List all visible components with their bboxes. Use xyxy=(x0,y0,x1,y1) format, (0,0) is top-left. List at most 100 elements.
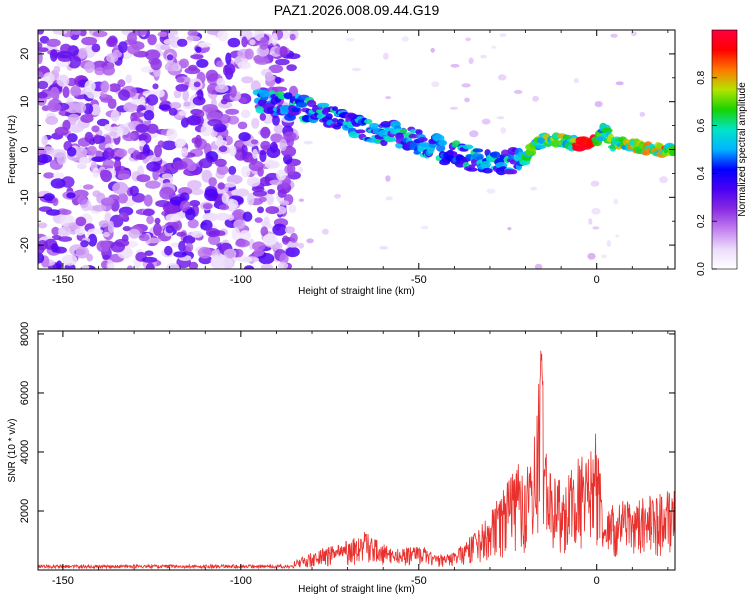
spectrogram-cell xyxy=(283,131,297,141)
spectrogram-cell xyxy=(57,226,72,237)
spectrogram-cell xyxy=(38,80,49,90)
spectrogram-cell xyxy=(613,198,619,205)
spectrogram-cell xyxy=(438,139,448,147)
spectrogram-cell xyxy=(161,140,177,151)
spectrogram-cell xyxy=(154,144,162,158)
spectrogram-cell xyxy=(270,133,283,143)
spectrogram-cell xyxy=(461,83,471,88)
spectrogram-cell xyxy=(184,67,201,75)
spectrogram-cell xyxy=(146,94,159,106)
spectrogram-cell xyxy=(38,91,48,99)
snr-x-tick-label: -150 xyxy=(52,575,74,587)
spectrogram-cell xyxy=(224,63,236,75)
spectrogram-cell xyxy=(590,180,600,187)
spectrogram-cell xyxy=(107,263,115,269)
spectrogram-cell xyxy=(507,227,512,231)
spectrogram-cell xyxy=(47,102,62,113)
spectrogram-cell xyxy=(178,138,187,146)
spectrogram-cell xyxy=(325,113,333,120)
spectrogram-cell xyxy=(142,208,155,216)
spectrogram-cell xyxy=(46,209,61,216)
spectrogram-cell xyxy=(166,54,174,61)
spectrogram-cell xyxy=(152,83,159,90)
spectrogram-y-label: Frequency (Hz) xyxy=(7,115,18,184)
spectrogram-cell xyxy=(38,71,44,80)
spectrogram-cell xyxy=(250,80,261,92)
snr-x-tick-label: -100 xyxy=(230,575,252,587)
spectrogram-cell xyxy=(233,248,244,258)
spectrogram-cell xyxy=(225,52,232,65)
spectrogram-cell xyxy=(530,186,538,191)
spectrogram-cell xyxy=(38,222,48,229)
spectrogram-cell xyxy=(46,38,61,48)
spectrogram-cell xyxy=(66,192,76,199)
spectrogram-cell xyxy=(594,101,603,108)
spectrogram-cell xyxy=(67,133,78,143)
snr-x-label: Height of straight line (km) xyxy=(298,584,415,595)
spectrogram-cell xyxy=(267,189,276,195)
spectrogram-cell xyxy=(630,31,637,37)
spectrogram-cell xyxy=(469,130,479,138)
spectrogram-cell xyxy=(641,151,651,156)
spectrogram-cell xyxy=(480,54,487,59)
spectrogram-cell xyxy=(51,226,60,236)
spectrogram-cell xyxy=(387,137,397,142)
spectrogram-cell xyxy=(466,167,478,172)
spectrogram-cell xyxy=(251,139,259,145)
spectrogram-cell xyxy=(169,102,182,110)
spectrogram-cell xyxy=(187,219,199,229)
spectrogram-cell xyxy=(242,211,253,222)
spectrogram-cell xyxy=(202,203,213,210)
spectrogram-cell xyxy=(291,107,301,113)
spectrogram-cell xyxy=(160,44,171,51)
spectrogram-x-tick-label: -150 xyxy=(52,274,74,286)
spectrogram-cell xyxy=(385,175,391,182)
spectrogram-cell xyxy=(102,65,115,76)
colorbar-tick-label: 0.8 xyxy=(696,70,707,84)
colorbar-tick-label: 0.4 xyxy=(696,166,707,180)
spectrogram-cell xyxy=(127,44,140,55)
spectrogram-cell xyxy=(286,64,297,72)
spectrogram-cell xyxy=(275,76,282,84)
spectrogram-cell xyxy=(122,226,132,232)
spectrogram-cell xyxy=(145,49,161,61)
spectrogram-cell xyxy=(276,169,287,181)
spectrogram-cell xyxy=(449,106,458,110)
spectrogram-cell xyxy=(114,158,122,172)
spectrogram-cell xyxy=(204,188,219,202)
spectrogram-cell xyxy=(277,189,287,198)
spectrogram-cell xyxy=(418,137,428,142)
spectrogram-cell xyxy=(43,72,55,84)
spectrogram-cell xyxy=(258,196,267,203)
colorbar: 0.0 0.2 0.4 0.6 0.8 Normalized spectral ampl… xyxy=(696,29,748,276)
spectrogram-cell xyxy=(187,180,202,190)
spectrogram-cell xyxy=(508,169,518,175)
spectrogram-cell xyxy=(283,92,293,99)
spectrogram-cell xyxy=(431,81,440,88)
spectrogram-cell xyxy=(172,160,188,170)
spectrogram-cell xyxy=(447,151,458,156)
spectrogram-cell xyxy=(202,104,219,113)
spectrogram-cell xyxy=(92,30,108,38)
spectrogram-cell xyxy=(230,85,237,98)
spectrogram-cell xyxy=(200,219,213,231)
spectrogram-cell xyxy=(279,252,289,265)
spectrogram-cell xyxy=(215,212,231,221)
spectrogram-cell xyxy=(281,105,291,113)
spectrogram-cell xyxy=(200,124,213,137)
spectrogram-cell xyxy=(252,148,259,160)
spectrogram-cell xyxy=(138,140,146,147)
spectrogram-cell xyxy=(206,111,223,122)
spectrogram-cell xyxy=(84,61,95,73)
spectrogram-cell xyxy=(500,127,507,134)
spectrogram-cell xyxy=(110,241,125,253)
spectrogram-cell xyxy=(296,101,308,108)
spectrogram-cell xyxy=(54,126,69,136)
spectrogram-cell xyxy=(52,197,59,206)
spectrogram-y-tick-label: 0 xyxy=(19,146,31,152)
spectrogram-cell xyxy=(401,36,409,42)
spectrogram-cell xyxy=(74,228,85,236)
spectrogram-x-tick-label: -100 xyxy=(230,274,252,286)
spectrogram-cell xyxy=(513,89,523,94)
spectrogram-cell xyxy=(130,98,145,105)
